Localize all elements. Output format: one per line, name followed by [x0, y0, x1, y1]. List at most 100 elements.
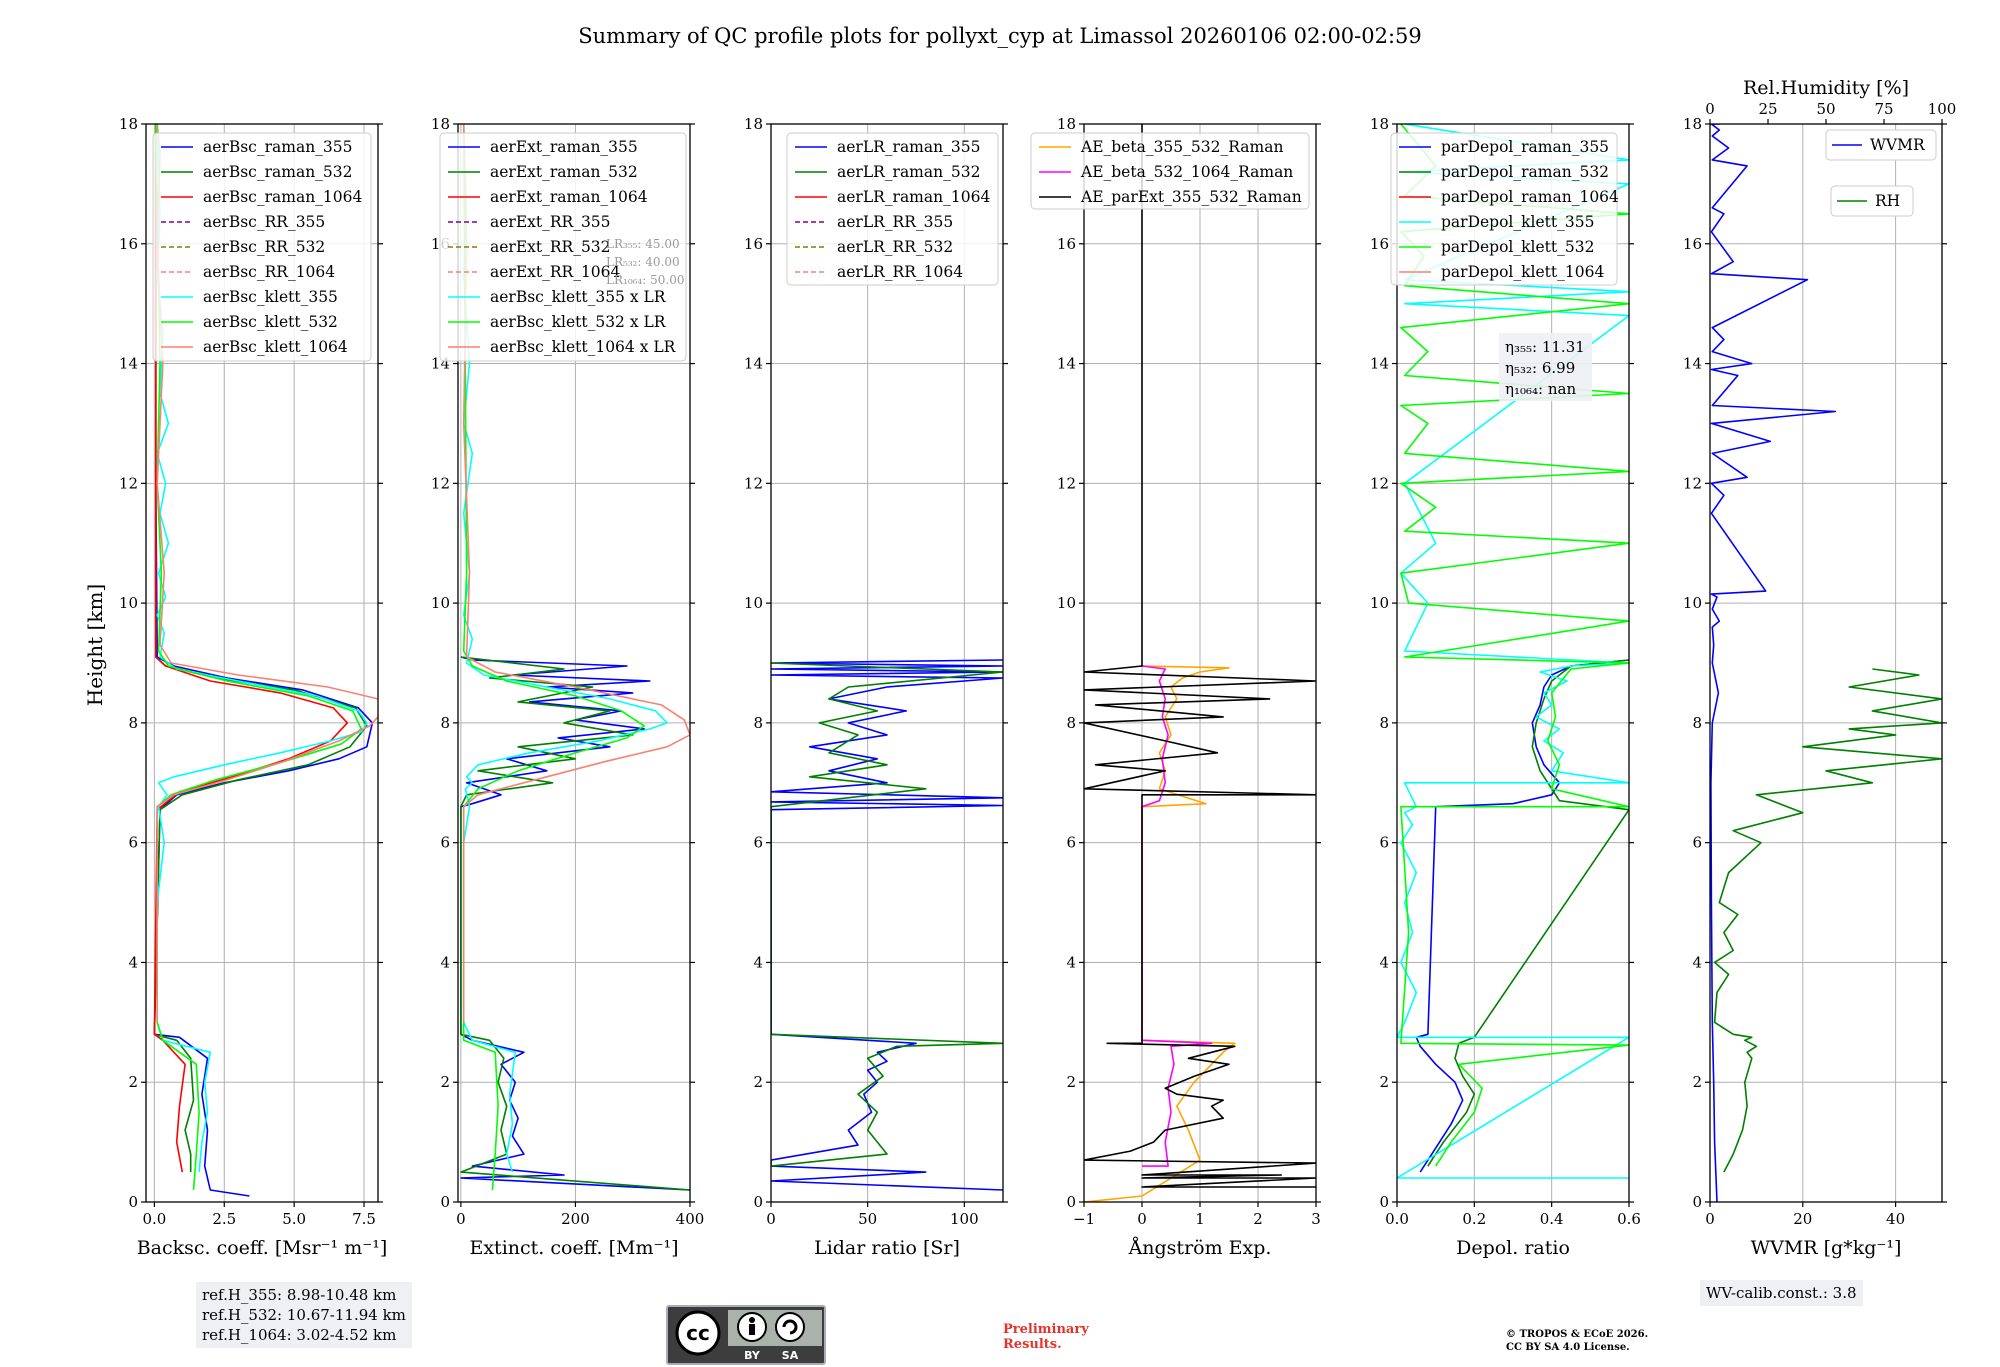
svg-text:cc: cc — [686, 1321, 710, 1345]
legend: AE_beta_355_532_Raman AE_beta_532_1064_Ra… — [1030, 132, 1310, 210]
top-x-tick-label: 50 — [1816, 100, 1835, 118]
figure-title: Summary of QC profile plots for pollyxt_… — [578, 24, 1422, 48]
x-tick-label: 0.6 — [1617, 1210, 1641, 1228]
legend-box-rh — [1830, 185, 1914, 217]
ref-height-532: ref.H_532: 10.67-11.94 km — [202, 1306, 406, 1324]
y-tick-label: 4 — [440, 953, 450, 971]
lidar-ratio-text: LR₅₃₂: 40.00 — [606, 255, 680, 269]
top-x-tick-label: 75 — [1874, 100, 1893, 118]
y-tick-label: 4 — [1379, 953, 1389, 971]
x-tick-label: 2 — [1253, 1210, 1263, 1228]
y-tick-label: 2 — [128, 1073, 138, 1091]
series-RH — [1713, 668, 1942, 1173]
x-tick-label: 400 — [676, 1210, 705, 1228]
x-tick-label: 0 — [456, 1210, 466, 1228]
copyright-line2: CC BY SA 4.0 License. — [1506, 1342, 1630, 1353]
y-tick-label: 4 — [1066, 953, 1076, 971]
series-aerLR_raman_532 — [771, 662, 1003, 1167]
y-tick-label: 18 — [431, 115, 450, 133]
y-tick-label: 18 — [119, 115, 138, 133]
x-tick-label: 1 — [1195, 1210, 1205, 1228]
x-tick-label: 0.4 — [1540, 1210, 1564, 1228]
y-tick-label: 6 — [1379, 834, 1389, 852]
data-series-group — [153, 124, 378, 1197]
panel-lidar_ratio: 0 2 4 6 8 10 12 14 16 18 0 50 100 Lidar ratio [Sr] aer… — [744, 115, 1008, 1259]
y-tick-label: 8 — [440, 714, 450, 732]
panel-depol: 0 2 4 6 8 10 12 14 16 18 0.0 0.2 0.4 0.6 Depol. ratio p… — [1370, 115, 1641, 1259]
x-tick-label: 20 — [1793, 1210, 1812, 1228]
axes-frame — [1083, 123, 1317, 1203]
preliminary-note: Preliminary Results. — [1003, 1322, 1089, 1352]
legend: aerExt_raman_355 aerExt_raman_532 aerExt_r… — [439, 132, 687, 362]
legend-entry: AE_beta_355_532_Raman — [1080, 138, 1283, 156]
y-tick-label: 14 — [119, 355, 138, 373]
legend-entry: aerBsc_raman_532 — [203, 163, 353, 181]
preliminary-line2: Results. — [1003, 1337, 1062, 1352]
y-tick-label: 10 — [431, 594, 450, 612]
y-tick-label: 0 — [440, 1193, 450, 1211]
y-tick-label: 14 — [1683, 355, 1702, 373]
series-aerBsc_klett_532 — [155, 124, 363, 1191]
y-tick-label: 4 — [1692, 953, 1702, 971]
y-tick-label: 2 — [1692, 1073, 1702, 1091]
legend-entry: parDepol_raman_355 — [1441, 138, 1609, 156]
x-tick-label: 7.5 — [352, 1210, 376, 1228]
cc-sa-text: SA — [782, 1349, 799, 1362]
y-tick-label: 8 — [753, 714, 763, 732]
x-axis-label: Extinct. coeff. [Mm⁻¹] — [469, 1237, 678, 1259]
x-axis-label: Depol. ratio — [1456, 1237, 1570, 1259]
legend-box — [1030, 132, 1310, 210]
y-tick-label: 8 — [1379, 714, 1389, 732]
y-tick-label: 16 — [1370, 235, 1389, 253]
y-tick-label: 4 — [753, 953, 763, 971]
copyright-line1: © TROPOS & ECoE 2026. — [1506, 1329, 1649, 1340]
preliminary-line1: Preliminary — [1003, 1322, 1089, 1337]
axes-frame — [770, 123, 1004, 1203]
y-tick-label: 18 — [744, 115, 763, 133]
legend: aerLR_raman_355 aerLR_raman_532 aerLR_rama… — [786, 132, 999, 286]
lidar-ratio-text: LR₁₀₆₄: 50.00 — [606, 273, 684, 287]
y-tick-label: 18 — [1057, 115, 1076, 133]
y-tick-label: 6 — [128, 834, 138, 852]
y-tick-label: 12 — [119, 474, 138, 492]
eta-text: η₅₃₂: 6.99 — [1505, 359, 1575, 377]
y-tick-label: 6 — [753, 834, 763, 852]
y-tick-label: 0 — [753, 1193, 763, 1211]
y-tick-label: 12 — [1370, 474, 1389, 492]
series-aerBsc_raman_355 — [153, 124, 374, 1197]
series-WVMR — [1710, 124, 1837, 1202]
y-tick-label: 10 — [744, 594, 763, 612]
x-tick-label: 50 — [858, 1210, 877, 1228]
legend-entry: aerBsc_klett_532 — [203, 313, 338, 331]
x-tick-label: 100 — [950, 1210, 979, 1228]
legend-entry: WVMR — [1870, 136, 1926, 154]
x-tick-label: 0 — [766, 1210, 776, 1228]
wv-calib-box: WV-calib.const.: 3.8 — [1700, 1280, 1863, 1306]
legend-entry: aerLR_RR_1064 — [837, 263, 963, 281]
x-axis-label: WVMR [g*kg⁻¹] — [1751, 1237, 1902, 1259]
legend-entry: aerLR_RR_355 — [837, 213, 953, 231]
legend-entry: aerLR_RR_532 — [837, 238, 953, 256]
legend-entry: aerLR_raman_532 — [837, 163, 980, 181]
x-tick-label: −1 — [1073, 1210, 1095, 1228]
y-tick-label: 8 — [1066, 714, 1076, 732]
legend-entry: parDepol_raman_1064 — [1441, 188, 1619, 206]
legend-entry: aerExt_RR_532 — [490, 238, 611, 256]
legend-entry: parDepol_klett_1064 — [1441, 263, 1604, 281]
y-tick-label: 6 — [440, 834, 450, 852]
legend-entry: aerBsc_RR_532 — [203, 238, 325, 256]
x-axis-label: Ångström Exp. — [1128, 1237, 1272, 1259]
series-aerLR_raman_355 — [771, 659, 1003, 1191]
legend-entry: aerExt_raman_1064 — [490, 188, 648, 206]
top-x-tick-label: 100 — [1928, 100, 1957, 118]
data-series-group — [1710, 124, 1942, 1202]
y-tick-label: 2 — [440, 1073, 450, 1091]
series-aerBsc_klett_532 x LR — [462, 124, 646, 1191]
y-tick-label: 14 — [744, 355, 763, 373]
legend-entry: aerExt_RR_1064 — [490, 263, 621, 281]
y-tick-label: 16 — [744, 235, 763, 253]
panel-extinction: 0246810121416180200400Extinct. coeff. [M… — [431, 115, 704, 1259]
series-AE_beta_355_532_Raman — [1084, 665, 1236, 1202]
cc-license-badge: cc BY SA — [666, 1305, 826, 1365]
